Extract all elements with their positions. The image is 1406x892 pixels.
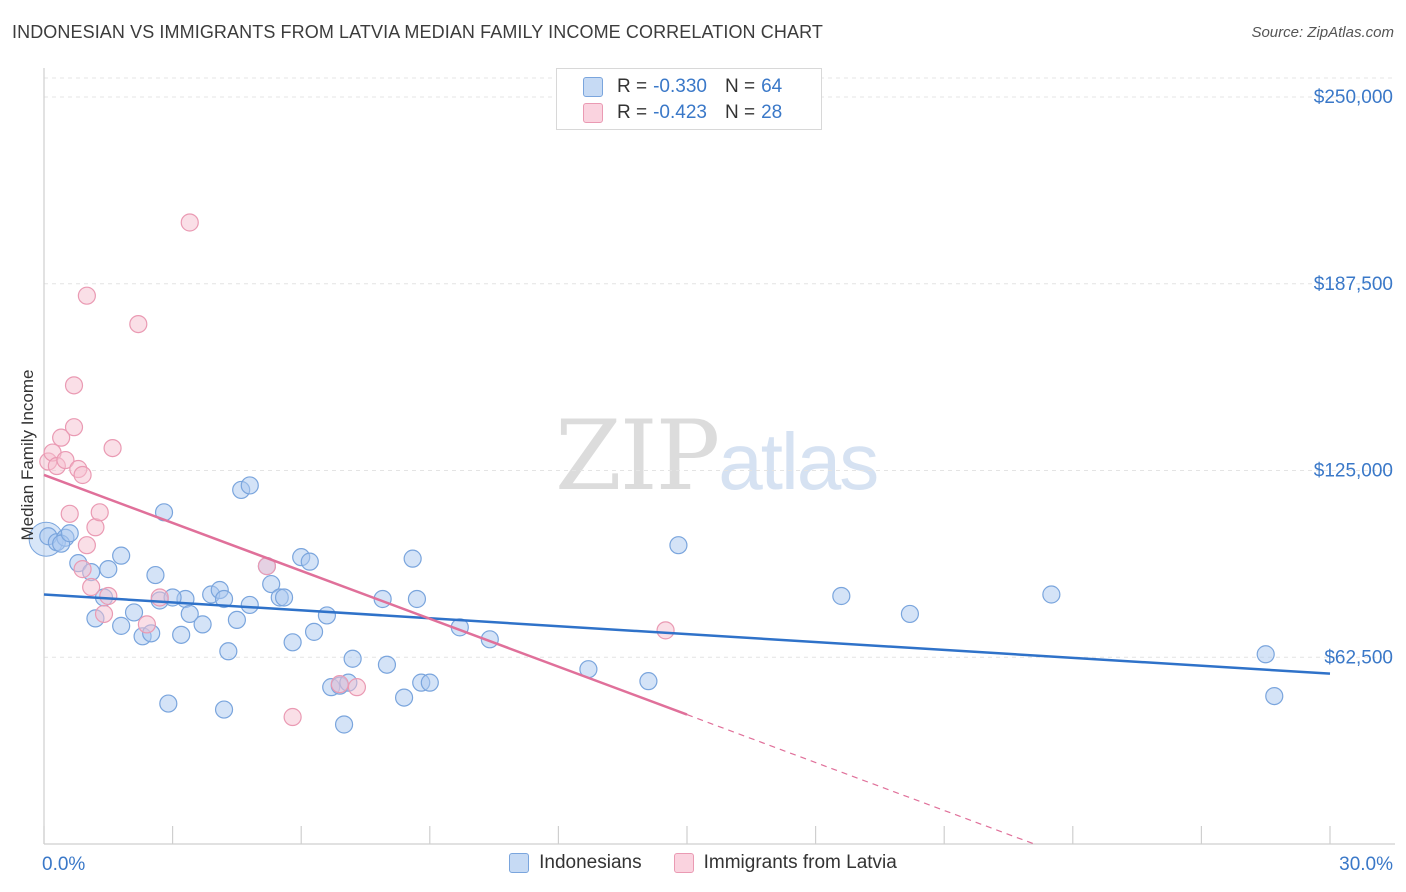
latvia-point xyxy=(94,604,114,624)
indonesian-point xyxy=(334,715,354,734)
indonesian-point xyxy=(240,476,259,495)
indonesian-point xyxy=(639,672,658,691)
indonesian-point xyxy=(317,606,337,625)
indonesian-point xyxy=(112,546,131,565)
latvia-point xyxy=(77,286,96,305)
indonesian-trend-line xyxy=(43,593,1331,675)
indonesian-point xyxy=(832,586,851,606)
indonesian-point xyxy=(124,603,144,622)
latvia-point xyxy=(129,314,148,334)
latvia-point xyxy=(150,588,169,607)
latvia-point xyxy=(64,376,84,395)
latvia-point xyxy=(73,465,92,485)
legend-r-label: R = xyxy=(617,102,648,123)
indonesian-point xyxy=(227,610,246,630)
indonesian-point xyxy=(300,552,319,571)
indonesian-point xyxy=(159,694,178,713)
indonesian-point xyxy=(1265,686,1284,706)
correlation-legend: R = -0.330 N = 64 R = -0.423 N = 28 xyxy=(556,68,822,130)
indonesian-point xyxy=(403,549,422,568)
indonesian-point xyxy=(219,642,238,661)
source-credit: Source: ZipAtlas.com xyxy=(1251,24,1394,41)
indonesian-point xyxy=(262,574,281,594)
latvia-trend-line-extrapolated xyxy=(686,714,1035,845)
latvia-point xyxy=(64,418,84,437)
legend-item-latvia: Immigrants from Latvia xyxy=(673,852,897,874)
legend-n-label: N = xyxy=(724,76,756,97)
latvia-point xyxy=(656,621,675,640)
indonesian-point xyxy=(1256,645,1275,664)
legend-label: Immigrants from Latvia xyxy=(703,852,897,873)
latvia-point xyxy=(73,560,92,579)
indonesian-point xyxy=(99,560,118,579)
latvia-point xyxy=(77,536,96,555)
latvia-point xyxy=(52,428,71,447)
latvia-point xyxy=(82,577,101,597)
y-axis-label: Median Family Income xyxy=(18,369,37,541)
indonesian-point xyxy=(377,655,397,674)
indonesian-point xyxy=(420,673,439,692)
y-tick-label: $125,000 xyxy=(1314,461,1393,482)
indonesian-point xyxy=(214,700,234,719)
indonesian-point xyxy=(274,588,294,607)
latvia-point xyxy=(103,438,122,458)
indonesian-point xyxy=(283,633,302,652)
indonesian-point xyxy=(146,565,165,585)
indonesian-point xyxy=(343,649,362,668)
indonesian-point xyxy=(407,589,427,609)
legend-r-label: R = xyxy=(617,76,648,97)
indonesian-point xyxy=(180,604,199,624)
indonesian-point xyxy=(214,589,234,609)
legend-n-value: 64 xyxy=(761,76,783,97)
legend-r-value: -0.330 xyxy=(653,76,707,97)
latvia-trend-line xyxy=(43,473,688,716)
latvia-point xyxy=(60,504,79,523)
indonesian-point xyxy=(900,604,920,624)
indonesian-point xyxy=(669,536,688,555)
legend-label: Indonesians xyxy=(539,852,642,873)
x-tick-label: 30.0% xyxy=(1339,854,1393,875)
legend-row-latvia: R = -0.423 N = 28 xyxy=(583,101,782,125)
legend-swatch-blue xyxy=(509,853,530,873)
chart-title: INDONESIAN VS IMMIGRANTS FROM LATVIA MED… xyxy=(12,22,823,42)
latvia-point xyxy=(86,518,105,537)
latvia-point xyxy=(99,586,118,606)
y-tick-label: $250,000 xyxy=(1314,87,1393,108)
latvia-point xyxy=(90,503,109,522)
series-legend: Indonesians Immigrants from Latvia xyxy=(0,852,1406,874)
indonesian-point xyxy=(394,688,414,707)
indonesian-point xyxy=(1042,585,1061,604)
legend-n-label: N = xyxy=(724,102,756,123)
indonesian-point xyxy=(112,616,131,635)
indonesian-point xyxy=(304,622,324,641)
legend-r-value: -0.423 xyxy=(653,102,707,123)
legend-item-indonesians: Indonesians xyxy=(509,852,642,874)
latvia-point xyxy=(283,707,302,727)
indonesian-point xyxy=(172,625,191,644)
latvia-point xyxy=(137,615,156,634)
latvia-point xyxy=(347,678,367,697)
x-tick-label: 0.0% xyxy=(42,854,85,875)
indonesian-point xyxy=(240,595,259,615)
latvia-point xyxy=(56,450,75,470)
legend-swatch-pink xyxy=(673,853,694,873)
legend-swatch-blue xyxy=(583,77,603,97)
indonesian-point xyxy=(193,615,212,634)
legend-n-value: 28 xyxy=(761,102,783,123)
y-tick-label: $62,500 xyxy=(1324,647,1393,668)
legend-swatch-pink xyxy=(583,103,603,123)
latvia-point xyxy=(330,675,349,694)
legend-row-indonesians: R = -0.330 N = 64 xyxy=(583,75,782,99)
latvia-point xyxy=(180,213,199,232)
y-tick-label: $187,500 xyxy=(1314,274,1393,295)
indonesian-point xyxy=(60,524,79,543)
